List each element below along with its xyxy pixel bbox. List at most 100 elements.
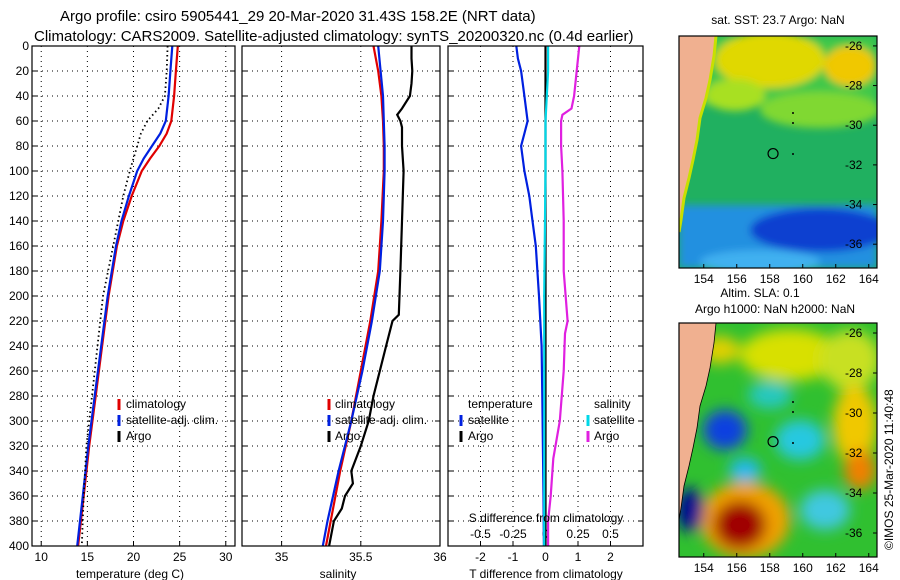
legend-label-sal-satellite: satellite <box>594 413 635 427</box>
y-tick-label: 400 <box>9 539 29 553</box>
legend-label-argo: Argo <box>335 429 361 443</box>
y-tick-label: 260 <box>9 364 29 378</box>
y-tick-label: 380 <box>9 514 29 528</box>
legend-label-temp-argo: Argo <box>468 429 494 443</box>
lat-tick-label: -26 <box>845 326 863 340</box>
sla-map-title: Altim. SLA: 0.1 <box>720 286 800 300</box>
sla-patches <box>679 329 877 557</box>
x-tick-label: 1 <box>575 550 582 564</box>
sla-argo-marker <box>767 436 779 448</box>
legend-title-salinity: salinity <box>594 397 631 411</box>
sla-dot-1 <box>792 401 794 403</box>
salinity-panel: 35 35.5 36 salinity climatology satellite-… <box>241 45 447 580</box>
x-tick-label: 35.5 <box>349 550 373 564</box>
sla-high-east <box>833 385 877 465</box>
lon-tick-label: 164 <box>859 561 879 575</box>
x-tick-label: 2 <box>607 550 614 564</box>
x-tick-label: -1 <box>508 550 519 564</box>
difference-legend: temperature satellite Argo salinity sate… <box>459 397 635 443</box>
sla-land <box>679 323 717 521</box>
lon-tick-label: 156 <box>727 561 747 575</box>
lon-tick-label: 162 <box>826 272 846 286</box>
difference-xlabel: T difference from climatology <box>469 567 623 580</box>
y-tick-label: 220 <box>9 314 29 328</box>
y-tick-label: 60 <box>16 114 30 128</box>
lat-tick-label: -26 <box>845 39 863 53</box>
temperature-frame <box>31 45 236 547</box>
legend-label-argo: Argo <box>126 429 152 443</box>
legend-label-satellite: satellite-adj. clim. <box>335 413 427 427</box>
y-tick-label: 80 <box>16 139 30 153</box>
x-tick-label: 20 <box>127 550 141 564</box>
title-line-1: Argo profile: csiro 5905441_29 20-Mar-20… <box>60 8 536 25</box>
x-tick-label: 25 <box>173 550 187 564</box>
lon-tick-label: 160 <box>793 272 813 286</box>
sla-low-west-tail <box>729 458 761 482</box>
y-tick-label: 140 <box>9 214 29 228</box>
y-tick-label: 360 <box>9 489 29 503</box>
difference-x2label: S difference from climatology <box>469 511 624 525</box>
lon-tick-label: 162 <box>826 561 846 575</box>
sst-map-panel: sat. SST: 23.7 Argo: NaN 154 156 158 160 162… <box>678 13 879 286</box>
y-tick-label: 180 <box>9 264 29 278</box>
sla-high-north <box>740 329 840 381</box>
x-tick-label: -2 <box>475 550 486 564</box>
salinity-frame <box>241 45 441 547</box>
lon-tick-label: 154 <box>694 272 714 286</box>
legend-label-climatology: climatology <box>335 397 395 411</box>
y-tick-label: 280 <box>9 389 29 403</box>
sla-low-centre <box>775 420 825 460</box>
y-tick-label: 0 <box>22 39 29 53</box>
x-tick-label: 35 <box>275 550 289 564</box>
sla-low-west <box>703 410 747 450</box>
x2-tick-label: -0.5 <box>470 527 491 541</box>
sla-high-northeast <box>820 330 877 390</box>
difference-panel: -2 -1 0 1 2-0.5 -0.25 0 0.25 0.5 T difference fr… <box>447 45 644 580</box>
temperature-panel: 10 15 20 25 30020406080100120140160180200220… <box>9 39 236 580</box>
sla-low-north <box>748 381 792 409</box>
x-tick-label: 36 <box>433 550 447 564</box>
lat-tick-label: -36 <box>845 526 863 540</box>
lat-tick-label: -36 <box>845 237 863 251</box>
salinity-series <box>321 46 414 546</box>
series-line-argo <box>80 46 169 546</box>
lon-tick-label: 160 <box>793 561 813 575</box>
sst-dot-1 <box>792 112 794 114</box>
sst-map-field <box>679 36 877 268</box>
lat-tick-label: -32 <box>845 446 863 460</box>
salinity-legend: climatology satellite-adj. clim. Argo <box>327 397 427 443</box>
sst-warm-west <box>705 79 765 111</box>
sst-cold-core <box>750 208 877 252</box>
sla-low-south <box>800 490 850 530</box>
x-tick-label: 10 <box>35 550 49 564</box>
lon-tick-label: 154 <box>694 561 714 575</box>
series-line-salinity-argo <box>546 46 581 546</box>
x2-tick-label: -0.25 <box>499 527 527 541</box>
legend-label-sal-argo: Argo <box>594 429 620 443</box>
difference-ticks: -2 -1 0 1 2-0.5 -0.25 0 0.25 0.5 <box>448 45 643 564</box>
sla-peak-east <box>844 450 876 490</box>
sla-dot-2 <box>792 411 794 413</box>
lon-tick-label: 164 <box>859 272 879 286</box>
lat-tick-label: -28 <box>845 79 863 93</box>
salinity-ticks: 35 35.5 36 <box>242 45 447 564</box>
series-line-temperature-satellite <box>515 46 545 546</box>
temperature-xlabel: temperature (deg C) <box>76 567 184 580</box>
lat-tick-label: -34 <box>845 198 863 212</box>
sst-mid-band <box>760 92 877 128</box>
sla-trough-southwest <box>679 488 704 532</box>
x2-tick-label: 0.5 <box>602 527 619 541</box>
lat-tick-label: -30 <box>845 406 863 420</box>
y-tick-label: 120 <box>9 189 29 203</box>
legend-label-climatology: climatology <box>126 397 186 411</box>
sst-cold-south <box>700 250 820 268</box>
lat-tick-label: -32 <box>845 158 863 172</box>
difference-series <box>515 46 581 546</box>
sst-map-title: sat. SST: 23.7 Argo: NaN <box>711 13 844 27</box>
sla-dot-3 <box>792 442 794 444</box>
legend-label-satellite: satellite-adj. clim. <box>126 413 218 427</box>
sst-dot-3 <box>792 153 794 155</box>
difference-frame <box>447 45 644 547</box>
imos-credit: ©IMOS 25-Mar-2020 11:40:48 <box>882 389 896 550</box>
y-tick-label: 40 <box>16 89 30 103</box>
